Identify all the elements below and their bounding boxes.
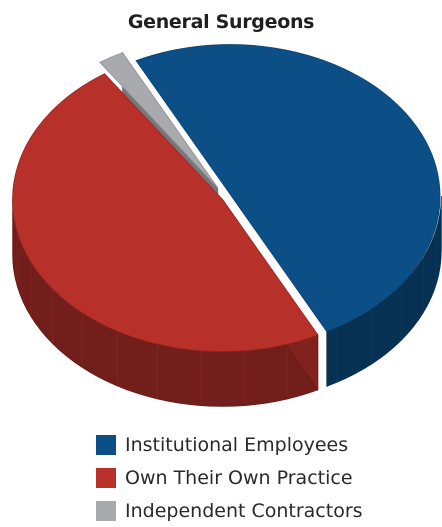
legend-item-own-practice: Own Their Own Practice xyxy=(96,461,363,494)
pie-slice-own-their-own-practice xyxy=(12,73,319,352)
legend-label: Institutional Employees xyxy=(125,433,349,456)
legend-swatch-independent-contractors xyxy=(96,500,116,521)
pie-chart xyxy=(12,44,442,407)
legend-swatch-own-practice xyxy=(96,467,116,488)
pie-side-institutional-employees xyxy=(326,196,442,387)
chart-title: General Surgeons xyxy=(127,11,315,33)
legend-item-independent-contractors: Independent Contractors xyxy=(96,494,363,527)
pie-slice-institutional-employees xyxy=(135,44,441,332)
legend-label: Independent Contractors xyxy=(125,499,363,522)
legend-label: Own Their Own Practice xyxy=(125,466,353,489)
legend-item-institutional-employees: Institutional Employees xyxy=(96,428,363,461)
pie-tops xyxy=(12,44,441,352)
legend-swatch-institutional-employees xyxy=(96,434,116,455)
legend: Institutional Employees Own Their Own Pr… xyxy=(96,428,363,527)
pie-slice-independent-contractors xyxy=(99,52,219,189)
